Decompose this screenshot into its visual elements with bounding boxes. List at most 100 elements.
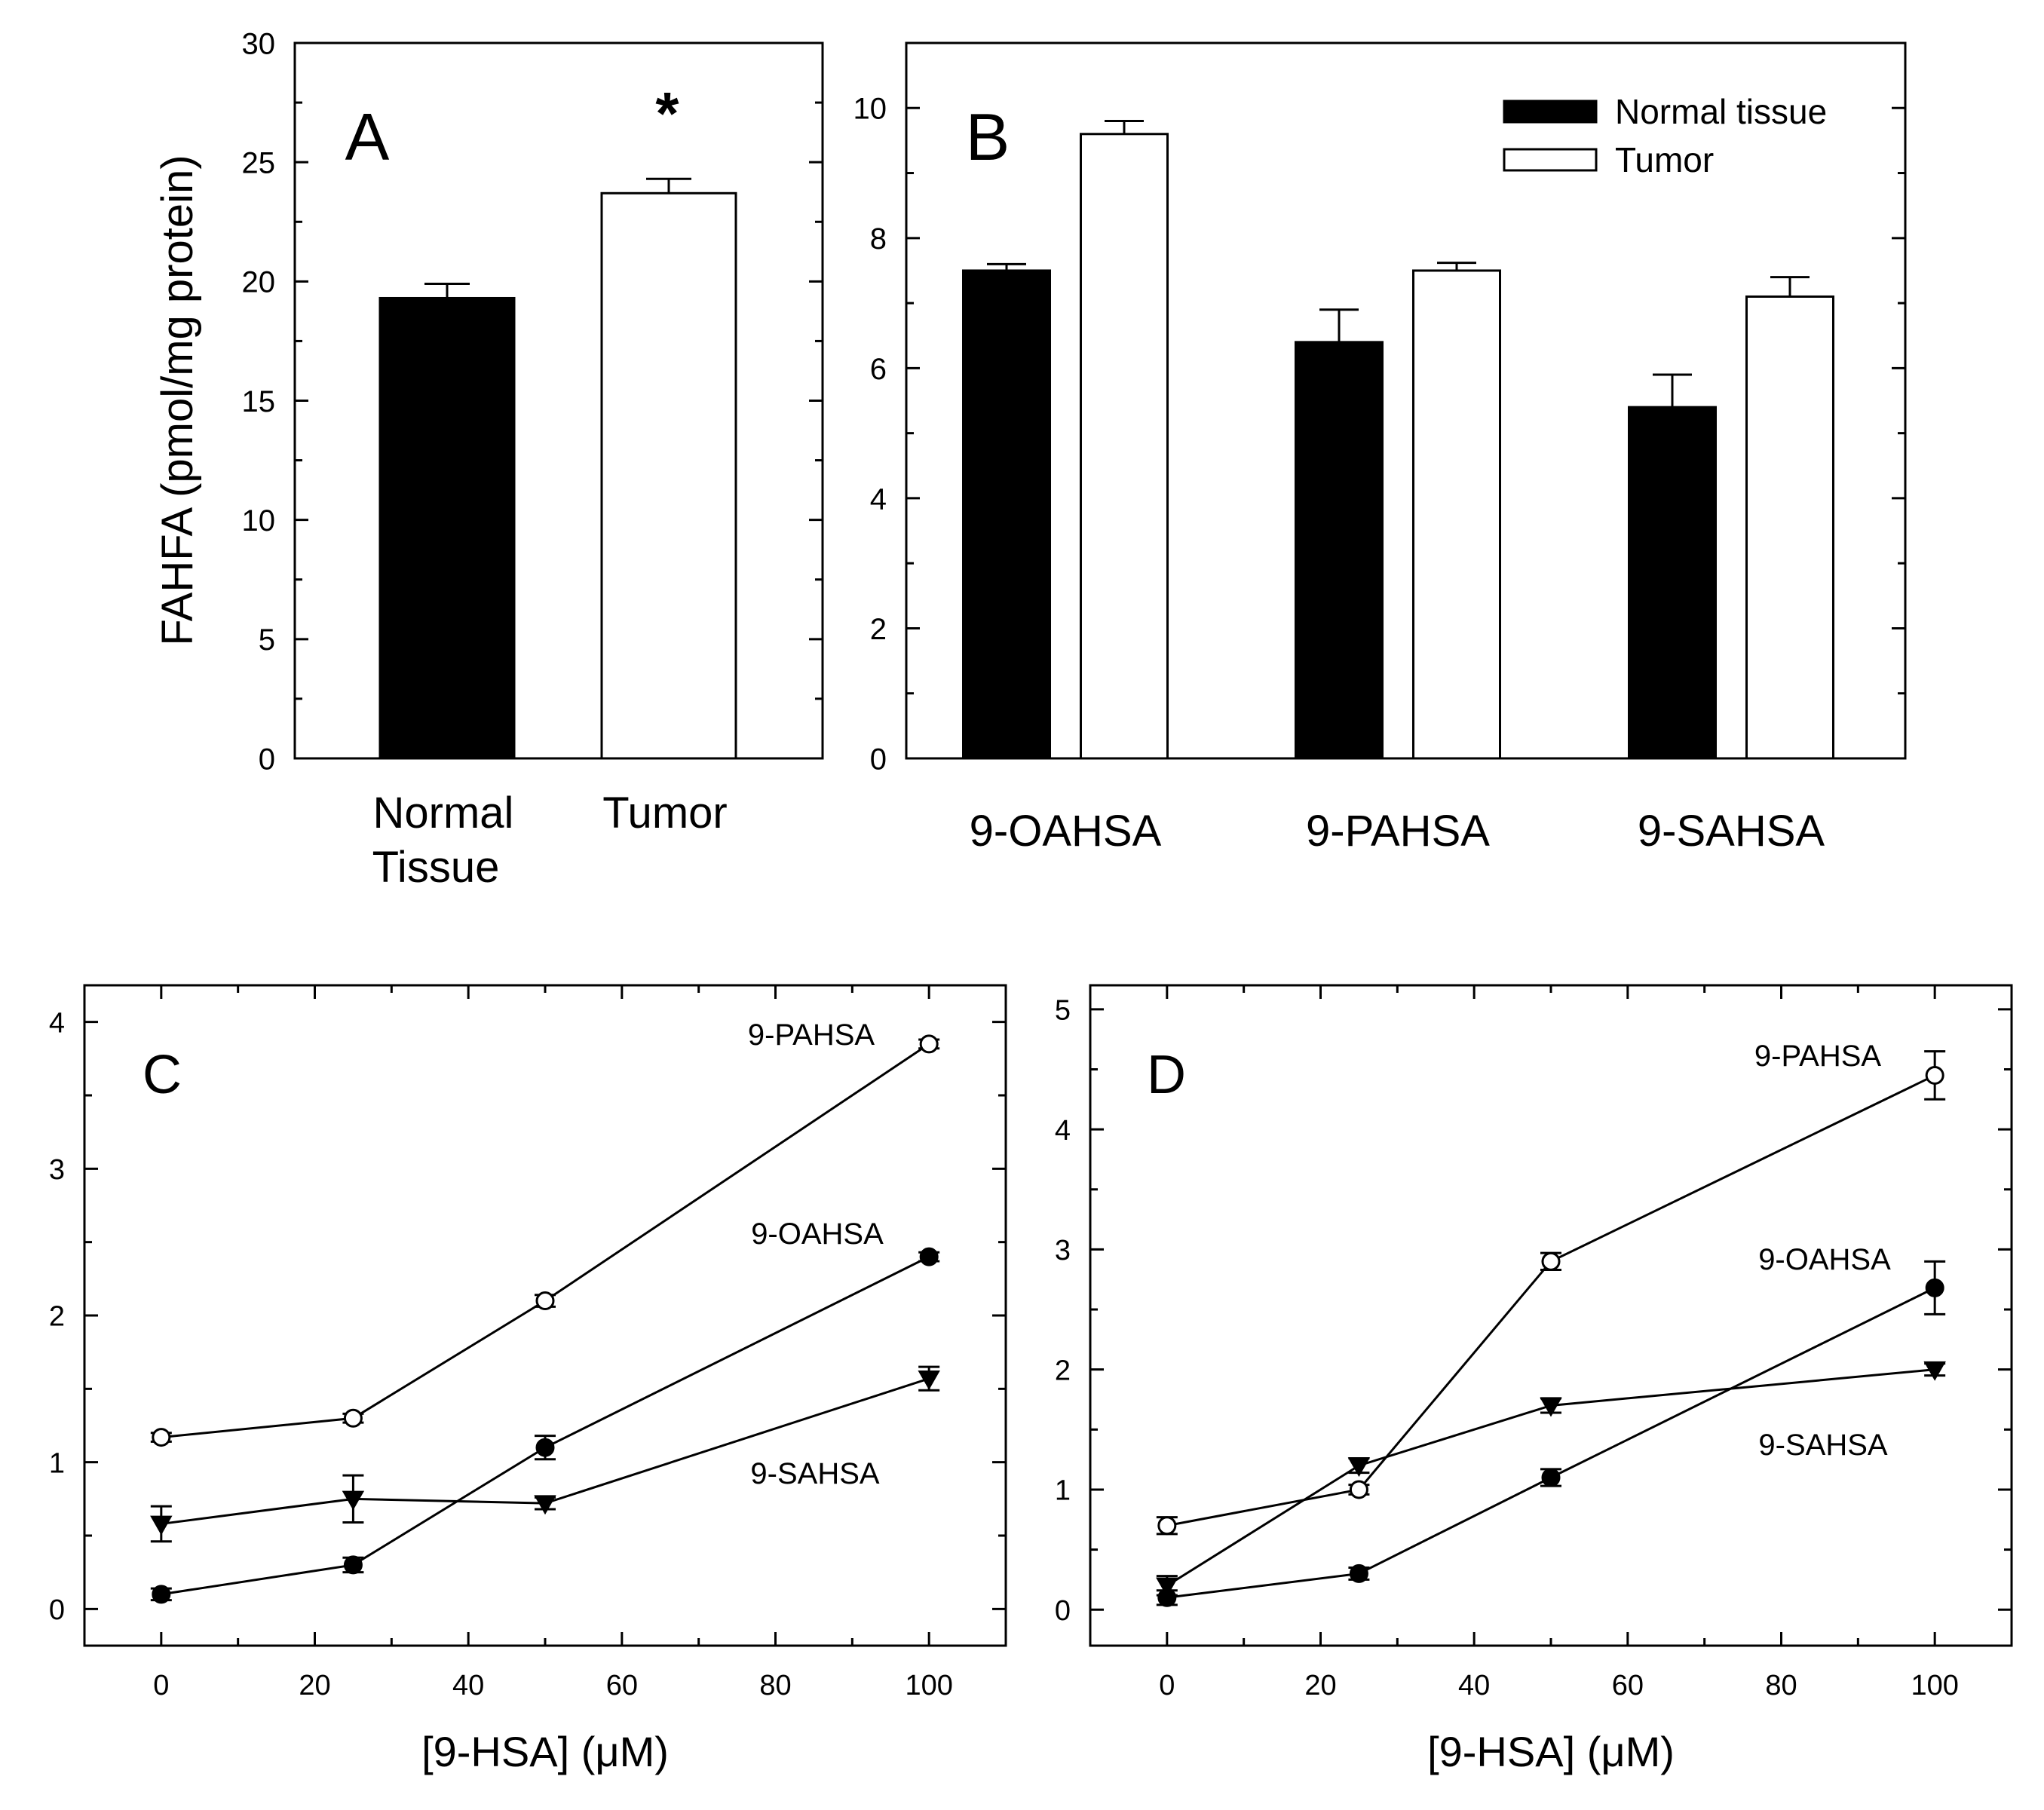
y-tick-label: 1 [1055, 1475, 1071, 1507]
data-point [919, 1034, 939, 1054]
data-point [918, 1370, 940, 1390]
panel-label: B [966, 100, 1010, 174]
x-tick-label: 0 [153, 1670, 169, 1701]
x-axis-label: [9-HSA] (μM) [1427, 1728, 1675, 1775]
x-tick-label: 60 [606, 1670, 638, 1701]
panel-label: C [142, 1045, 182, 1105]
series-label: 9-PAHSA [748, 1018, 875, 1052]
series-line [161, 1377, 930, 1525]
bar [1080, 133, 1169, 760]
bar [600, 191, 737, 760]
panel-b: 0 2 4 6 8 10 B 9-OAHSA 9-PAHSA 9-SAHSA Normal tiss… [853, 41, 1907, 856]
series-label: 9-SAHSA [750, 1457, 879, 1490]
data-point [535, 1291, 555, 1311]
x-tick-label: 9-OAHSA [970, 807, 1162, 856]
x-tick-label: 0 [1159, 1670, 1175, 1701]
data-point [535, 1438, 555, 1457]
x-tick-label: Normal Tissue [372, 789, 514, 892]
y-tick-label: 30 [242, 27, 276, 60]
y-tick-label: 0 [1055, 1595, 1071, 1627]
series-line [1166, 1074, 1935, 1527]
bar [962, 269, 1051, 760]
y-tick-label: 5 [1055, 995, 1071, 1027]
data-point [1349, 1480, 1368, 1499]
y-tick-label: 25 [242, 147, 276, 180]
panel-label: D [1147, 1045, 1186, 1105]
data-point [150, 1515, 173, 1536]
data-point [1541, 1251, 1561, 1271]
legend-label: Normal tissue [1615, 92, 1827, 131]
y-tick-label: 5 [259, 623, 275, 657]
bar [1745, 295, 1834, 760]
series-line [1166, 1287, 1935, 1599]
x-tick-label: 20 [299, 1670, 330, 1701]
data-point [343, 1408, 363, 1428]
x-tick-label: 20 [1304, 1670, 1336, 1701]
y-tick-label: 4 [1055, 1115, 1071, 1147]
y-tick-label: 0 [870, 743, 887, 776]
bar [378, 296, 516, 760]
bar [1412, 269, 1501, 760]
y-tick-label: 3 [49, 1154, 65, 1186]
data-point [1925, 1065, 1944, 1085]
data-point [342, 1490, 365, 1511]
y-tick-label: 4 [49, 1007, 65, 1039]
series-label: 9-PAHSA [1754, 1040, 1882, 1073]
y-tick-label: 2 [870, 613, 887, 646]
y-tick-label: 2 [49, 1301, 65, 1333]
x-tick-label: 100 [1911, 1670, 1958, 1701]
y-axis-label: FAHFA (pmol/mg protein) [153, 155, 202, 645]
x-tick-label-line: Normal [373, 789, 514, 838]
y-tick-label: 6 [870, 353, 887, 386]
x-tick-label: 9-PAHSA [1306, 807, 1490, 856]
y-tick-label: 20 [242, 266, 276, 299]
x-axis-label: [9-HSA] (μM) [421, 1728, 669, 1775]
x-tick-label-line: Tissue [372, 843, 500, 892]
plot-frame-b [905, 41, 1907, 760]
x-tick-label: 100 [905, 1670, 952, 1701]
series-line [1166, 1368, 1935, 1587]
data-point [152, 1428, 171, 1447]
data-point [919, 1247, 939, 1266]
x-tick-label: 9-SAHSA [1638, 807, 1825, 856]
x-tick-label: 60 [1612, 1670, 1644, 1701]
data-point [1347, 1457, 1371, 1478]
y-tick-label: 2 [1055, 1355, 1071, 1386]
x-tick-label: 40 [1458, 1670, 1490, 1701]
bar [1628, 406, 1717, 760]
y-tick-label: 15 [242, 385, 276, 418]
series-label: 9-OAHSA [1758, 1243, 1891, 1276]
data-point [1540, 1397, 1562, 1417]
y-tick-label: 4 [870, 482, 887, 516]
data-point [1156, 1577, 1178, 1597]
legend-label: Tumor [1615, 140, 1714, 179]
y-tick-label: 3 [1055, 1235, 1071, 1266]
y-tick-label: 10 [853, 93, 887, 126]
data-point [343, 1555, 363, 1575]
data-point [1925, 1278, 1944, 1297]
y-tick-label: 8 [870, 222, 887, 256]
x-tick-label-line: Tumor [602, 789, 727, 838]
y-tick-label: 0 [49, 1594, 65, 1626]
data-point [1541, 1468, 1561, 1487]
series-line [161, 1255, 930, 1596]
data-point [1349, 1563, 1368, 1583]
x-tick-label: 40 [452, 1670, 484, 1701]
legend-swatch [1503, 100, 1598, 124]
significance-marker: * [655, 80, 679, 147]
series-label: 9-SAHSA [1758, 1429, 1887, 1462]
bar [1295, 341, 1384, 760]
legend-swatch [1503, 148, 1598, 172]
panel-d: 0 1 2 3 4 5 0 20 40 60 80 100 [9-HSA] (μM) D 9-PAHSA 9-… [1055, 984, 2013, 1775]
data-point [152, 1585, 171, 1604]
y-tick-label: 1 [49, 1447, 65, 1479]
data-point [1157, 1516, 1177, 1536]
panel-label: A [345, 100, 390, 174]
y-tick-label: 0 [259, 743, 275, 776]
x-tick-label: Tumor [602, 789, 727, 838]
y-tick-label: 10 [242, 504, 276, 537]
series-label: 9-OAHSA [751, 1217, 884, 1251]
x-tick-label: 80 [759, 1670, 791, 1701]
